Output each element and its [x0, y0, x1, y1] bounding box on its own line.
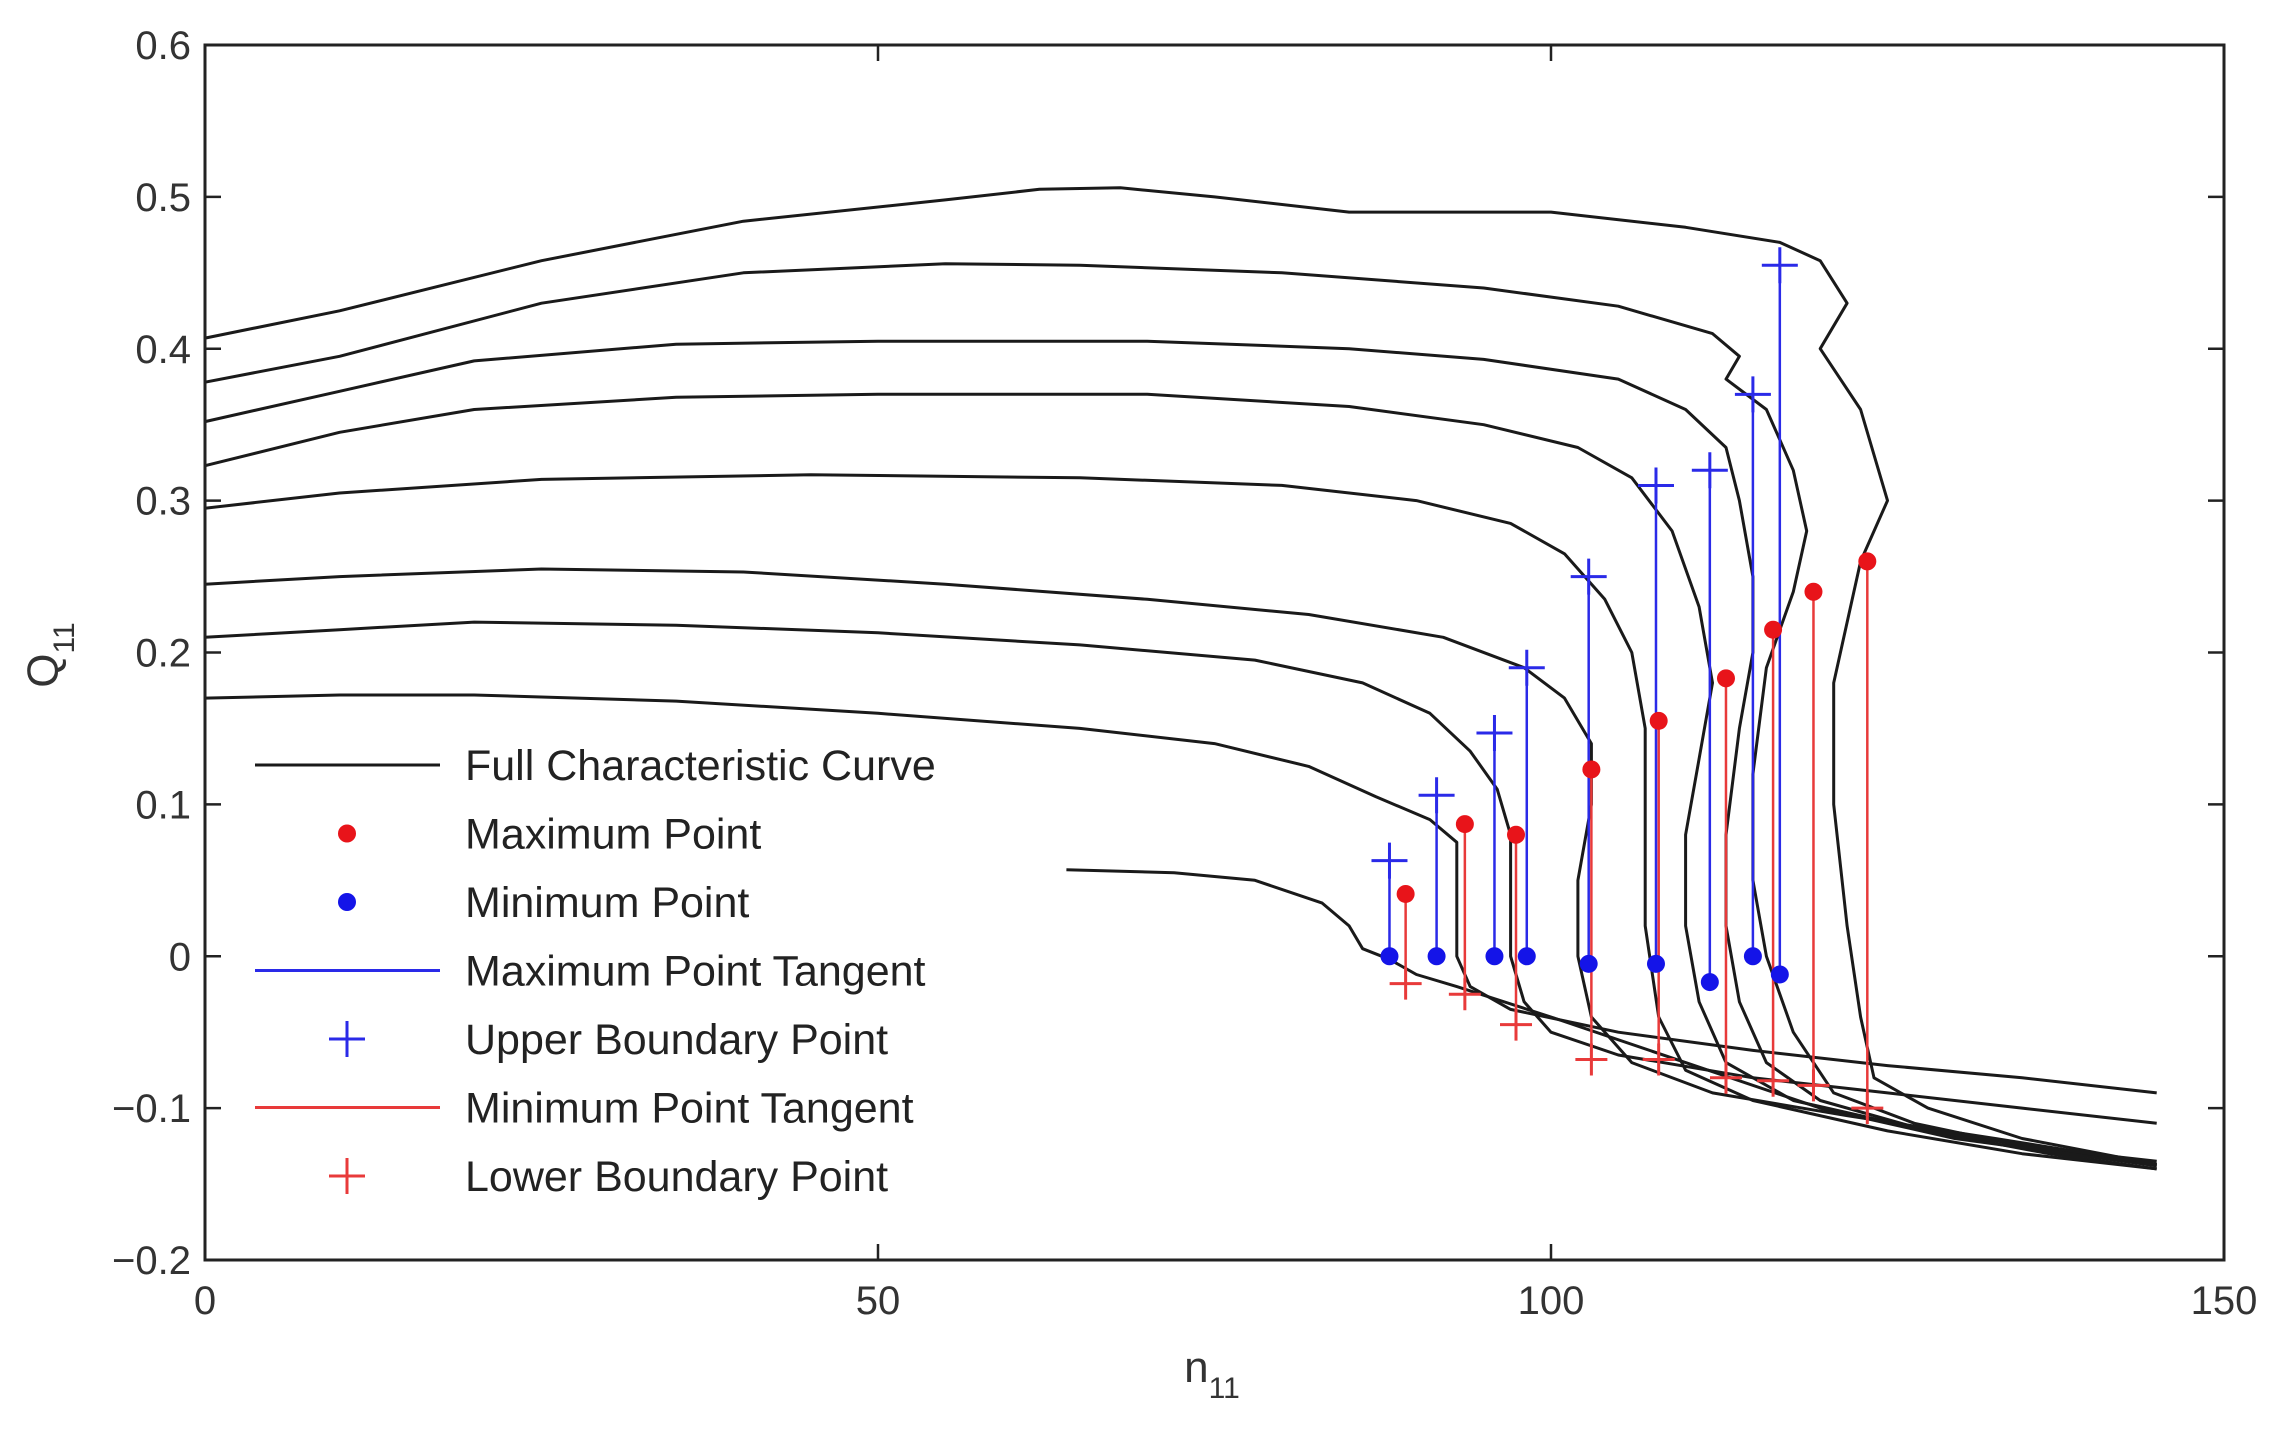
y-tick-label-6: 0.4	[135, 328, 191, 372]
y-tick-label-2: 0	[169, 935, 191, 979]
x-axis-label-sub: 11	[1209, 1372, 1240, 1405]
minimum-point-2	[1427, 947, 1446, 966]
y-tick-label-4: 0.2	[135, 632, 191, 676]
upper-boundary-point-4	[1508, 649, 1545, 686]
y-tick-label-7: 0.5	[135, 176, 191, 220]
x-tick-label-1: 50	[856, 1279, 901, 1323]
legend: Full Characteristic Curve Maximum Point Mi…	[255, 742, 936, 1201]
x-axis-label-main: n	[1184, 1343, 1208, 1392]
maximum-point-6	[1716, 669, 1735, 688]
upper-boundary-point-9	[1761, 247, 1798, 284]
maximum-point-7	[1764, 620, 1783, 639]
maximum-point-8	[1804, 582, 1823, 601]
minimum-point-1	[1380, 947, 1399, 966]
y-tick-label-3: 0.1	[135, 783, 191, 827]
legend-label-maximum-point-tangent: Maximum Point Tangent	[465, 948, 926, 996]
curve-5	[204, 473, 2157, 1171]
minimum-point-5	[1579, 954, 1598, 973]
lower-boundary-point-2	[1448, 978, 1481, 1011]
y-tick-label-5: 0.3	[135, 480, 191, 524]
upper-boundary-point-2	[1418, 777, 1455, 814]
y-tick-label-8: 0.6	[135, 24, 191, 68]
legend-label-lower-boundary-point: Lower Boundary Point	[465, 1153, 888, 1201]
legend-label-minimum-point: Minimum Point	[465, 879, 749, 927]
curve-1	[204, 186, 2157, 1166]
maximum-point-5	[1649, 711, 1668, 730]
curve-8	[204, 693, 2157, 1095]
markers-layer	[1371, 247, 1884, 1125]
curve-9	[1066, 868, 2157, 1168]
lower-boundary-point-6	[1709, 1061, 1742, 1094]
maximum-point-3	[1507, 825, 1526, 844]
minimum-point-8	[1743, 947, 1762, 966]
minimum-point-6	[1646, 954, 1665, 973]
x-tick-label-3: 150	[2191, 1279, 2258, 1323]
lower-boundary-point-7	[1757, 1064, 1790, 1097]
x-tick-label-0: 0	[194, 1279, 216, 1323]
lower-boundary-point-1	[1389, 967, 1422, 1000]
maximum-point-9	[1858, 552, 1877, 571]
x-tick-label-2: 100	[1518, 1279, 1585, 1323]
lower-boundary-point-8	[1797, 1069, 1830, 1102]
upper-boundary-point-1	[1371, 842, 1408, 879]
lower-boundary-point-9	[1851, 1092, 1884, 1125]
y-axis-label: Q11	[19, 622, 81, 687]
maximum-point-4	[1582, 760, 1601, 779]
upper-boundary-point-7	[1691, 452, 1728, 489]
upper-boundary-point-3	[1476, 714, 1513, 751]
minimum-point-7	[1700, 973, 1719, 992]
legend-swatch-lower-boundary-point	[329, 1158, 365, 1194]
upper-boundary-point-8	[1734, 376, 1771, 413]
curve-2	[204, 262, 2157, 1168]
curve-6	[204, 567, 2157, 1166]
maximum-point-1	[1396, 884, 1415, 903]
lower-boundary-point-5	[1642, 1043, 1675, 1076]
x-axis-label: n11	[1184, 1343, 1240, 1405]
upper-boundary-point-5	[1570, 558, 1607, 595]
minimum-point-9	[1770, 965, 1789, 984]
ticks-layer: 0 50 100 150 −0.2 −0.1 0 0.1 0.2 0.3 0.4 0.5 0.6	[112, 24, 2257, 1323]
y-tick-label-0: −0.2	[112, 1239, 191, 1283]
curve-3	[204, 339, 2157, 1171]
legend-label-minimum-point-tangent: Minimum Point Tangent	[465, 1085, 914, 1133]
maximum-point-2	[1455, 815, 1474, 834]
upper-boundary-point-6	[1637, 467, 1674, 504]
minimum-point-4	[1517, 947, 1536, 966]
legend-label-maximum-point: Maximum Point	[465, 811, 761, 859]
y-tick-label-1: −0.1	[112, 1087, 191, 1131]
legend-swatch-minimum-point	[338, 893, 356, 911]
legend-label-full-characteristic-curve: Full Characteristic Curve	[465, 742, 936, 790]
curves-layer	[204, 186, 2157, 1171]
legend-label-upper-boundary-point: Upper Boundary Point	[465, 1016, 888, 1064]
lower-boundary-point-4	[1575, 1043, 1608, 1076]
legend-swatch-upper-boundary-point	[329, 1021, 365, 1057]
minimum-point-3	[1485, 947, 1504, 966]
lower-boundary-point-3	[1500, 1008, 1532, 1041]
y-axis-label-sub: 11	[48, 622, 81, 653]
y-axis-label-main: Q	[19, 653, 68, 687]
legend-swatch-maximum-point	[338, 824, 356, 843]
